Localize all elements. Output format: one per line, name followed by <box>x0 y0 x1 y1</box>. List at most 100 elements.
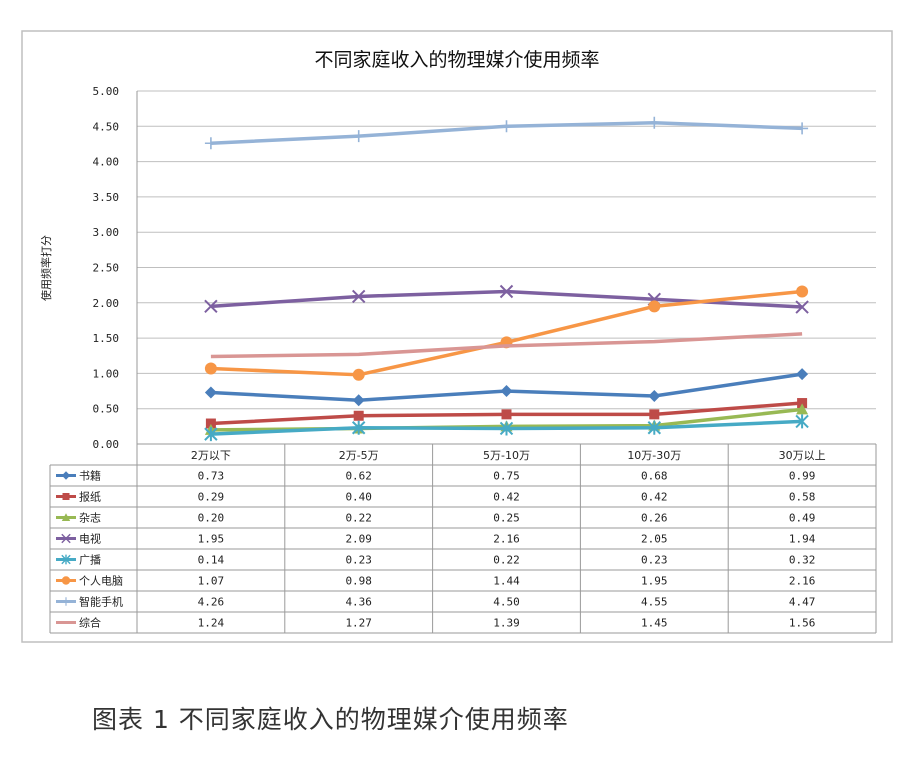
data-point <box>351 289 366 304</box>
table-cell-value: 0.58 <box>789 491 816 504</box>
legend-label: 杂志 <box>79 512 101 525</box>
legend-label: 综合 <box>79 616 101 630</box>
table-cell-value: 0.68 <box>641 470 668 483</box>
legend-label: 智能手机 <box>79 595 123 609</box>
legend-marker <box>61 597 71 606</box>
data-point <box>501 409 512 420</box>
data-point <box>353 410 364 421</box>
table-cell-value: 4.50 <box>493 596 520 609</box>
table-cell-value: 0.49 <box>789 512 816 525</box>
data-point <box>352 130 365 143</box>
legend-marker <box>61 576 71 585</box>
data-point <box>204 427 218 442</box>
table-cell-value: 1.24 <box>198 617 225 630</box>
table-cell-value: 1.39 <box>493 617 520 630</box>
series-layer <box>204 116 809 442</box>
table-cell-value: 0.62 <box>345 470 372 483</box>
legend-label: 报纸 <box>79 490 101 504</box>
y-axis-label: 使用频率打分 <box>39 235 53 301</box>
y-tick-label: 5.00 <box>93 85 120 98</box>
legend-marker <box>61 533 71 544</box>
table-cell-value: 0.40 <box>345 491 372 504</box>
table-cell-value: 0.26 <box>641 512 668 525</box>
y-tick-label: 4.00 <box>93 156 120 169</box>
data-point <box>795 414 809 429</box>
y-tick-label: 1.50 <box>93 332 120 345</box>
table-cell-value: 0.75 <box>493 470 520 483</box>
table-cell-value: 0.23 <box>641 554 668 567</box>
table-cell-value: 0.23 <box>345 554 372 567</box>
table-cell-value: 4.47 <box>789 596 816 609</box>
table-cell-value: 1.56 <box>789 617 816 630</box>
table-cell-value: 0.20 <box>198 512 225 525</box>
data-point <box>796 403 809 415</box>
table-cell-value: 4.26 <box>198 596 225 609</box>
legend-label: 电视 <box>79 532 101 546</box>
data-point <box>795 300 809 314</box>
table-cell-value: 0.99 <box>789 470 816 483</box>
data-point <box>204 137 217 150</box>
table-cell-value: 0.73 <box>198 470 225 483</box>
table-cell-value: 1.45 <box>641 617 668 630</box>
data-point <box>797 398 808 409</box>
table-cell-value: 4.36 <box>345 596 372 609</box>
table-cell-value: 1.07 <box>198 575 225 588</box>
y-tick-label: 2.50 <box>93 262 120 275</box>
table-cell-value: 0.98 <box>345 575 372 588</box>
table-cell-value: 0.42 <box>493 491 520 504</box>
legend-marker <box>61 554 71 565</box>
figure-caption: 图表 1 不同家庭收入的物理媒介使用频率 <box>92 705 569 734</box>
table-cell-value: 0.29 <box>198 491 225 504</box>
data-point <box>796 122 809 135</box>
x-category-label: 2万-5万 <box>339 449 379 462</box>
data-point <box>499 284 514 299</box>
legend-label: 个人电脑 <box>79 575 123 588</box>
data-point <box>500 120 513 133</box>
data-point <box>204 386 217 399</box>
legend-label: 广播 <box>79 553 101 567</box>
data-point <box>649 409 660 420</box>
x-category-label: 10万-30万 <box>627 449 681 462</box>
y-tick-label: 3.50 <box>93 191 120 204</box>
y-tick-label: 1.00 <box>93 367 120 380</box>
data-point <box>796 285 809 298</box>
y-tick-labels: 0.00 0.50 1.00 1.50 2.00 2.50 3.00 3.50 4.00 4.50… <box>93 85 120 451</box>
data-point <box>352 368 365 381</box>
table-cell-value: 2.05 <box>641 533 668 546</box>
y-tick-label: 0.50 <box>93 403 120 416</box>
table-cell-value: 1.94 <box>789 533 816 546</box>
data-point <box>351 420 366 435</box>
legend-marker <box>61 513 71 521</box>
table-cell-value: 0.22 <box>345 512 372 525</box>
data-point <box>796 368 809 381</box>
table-cell-value: 0.22 <box>493 554 520 567</box>
y-tick-label: 0.00 <box>93 438 120 451</box>
data-point <box>352 394 365 407</box>
data-point <box>648 389 661 402</box>
data-point <box>648 116 661 129</box>
table-cell-value: 0.42 <box>641 491 668 504</box>
table-cell-value: 1.95 <box>641 575 668 588</box>
table-cell-value: 1.95 <box>198 533 225 546</box>
x-category-label: 5万-10万 <box>483 449 530 462</box>
legend-marker <box>62 493 70 500</box>
y-tick-label: 2.00 <box>93 297 120 310</box>
table-cell-value: 2.09 <box>345 533 372 546</box>
table-cell-value: 2.16 <box>789 575 816 588</box>
series-line <box>210 332 803 359</box>
data-point <box>648 300 661 313</box>
data-point <box>204 362 217 375</box>
table-cell-value: 0.14 <box>198 554 225 567</box>
table-cell-value: 1.44 <box>493 575 520 588</box>
table-cell-value: 1.27 <box>345 617 372 630</box>
x-category-label: 30万以上 <box>779 449 826 462</box>
table-cell-value: 4.55 <box>641 596 668 609</box>
table-cell-value: 2.16 <box>493 533 520 546</box>
data-point <box>647 420 662 435</box>
table-cell-value: 0.32 <box>789 554 816 567</box>
legend-label: 书籍 <box>79 469 101 483</box>
table-cell-value: 0.25 <box>493 512 520 525</box>
legend-marker <box>61 471 71 480</box>
